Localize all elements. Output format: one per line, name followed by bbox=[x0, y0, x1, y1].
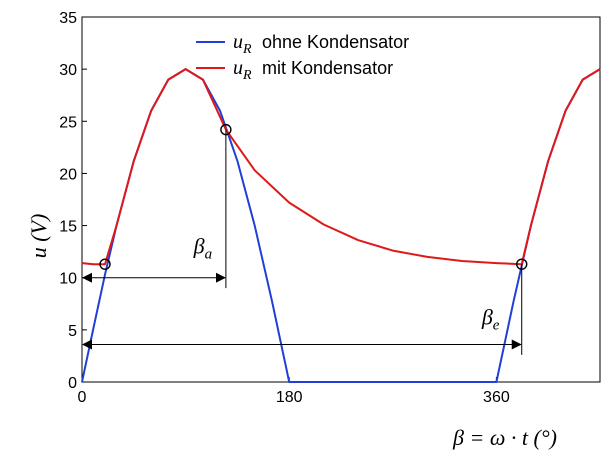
series-layer bbox=[81, 68, 601, 383]
annotation-subscript: e bbox=[493, 318, 500, 334]
plot-area bbox=[81, 16, 601, 383]
legend-label-0: ohne Kondensator bbox=[262, 32, 409, 52]
y-tick-label: 10 bbox=[59, 271, 77, 288]
x-tick-label: 180 bbox=[276, 389, 303, 406]
legend-label-1: mit Kondensator bbox=[262, 58, 393, 78]
y-tick-label: 20 bbox=[59, 166, 77, 183]
marker-layer bbox=[99, 123, 528, 270]
transition-point-marker bbox=[516, 258, 528, 270]
x-tick-label: 360 bbox=[483, 389, 510, 406]
y-tick-label: 5 bbox=[68, 323, 77, 340]
x-axis-label: β = ω · t (°) bbox=[452, 425, 557, 450]
y-tick-label: 25 bbox=[59, 114, 77, 131]
legend-subscript: R bbox=[242, 68, 252, 83]
y-axis-ticks: 0 5 10 15 20 25 30 35 bbox=[59, 10, 87, 392]
legend-subscript: R bbox=[242, 42, 252, 57]
y-axis-label: u (V) bbox=[26, 214, 51, 259]
annotation-subscript: a bbox=[205, 247, 213, 263]
plot-frame bbox=[81, 16, 601, 383]
transition-point-marker bbox=[220, 123, 232, 136]
y-tick-label: 30 bbox=[59, 62, 77, 79]
transition-point-marker bbox=[99, 258, 111, 270]
series-line-1 bbox=[81, 68, 601, 266]
x-axis-ticks: 0 180 360 bbox=[78, 377, 510, 406]
x-tick-label: 0 bbox=[78, 389, 87, 406]
y-tick-label: 0 bbox=[68, 375, 77, 392]
y-tick-label: 35 bbox=[59, 10, 77, 27]
y-tick-label: 15 bbox=[59, 219, 77, 236]
